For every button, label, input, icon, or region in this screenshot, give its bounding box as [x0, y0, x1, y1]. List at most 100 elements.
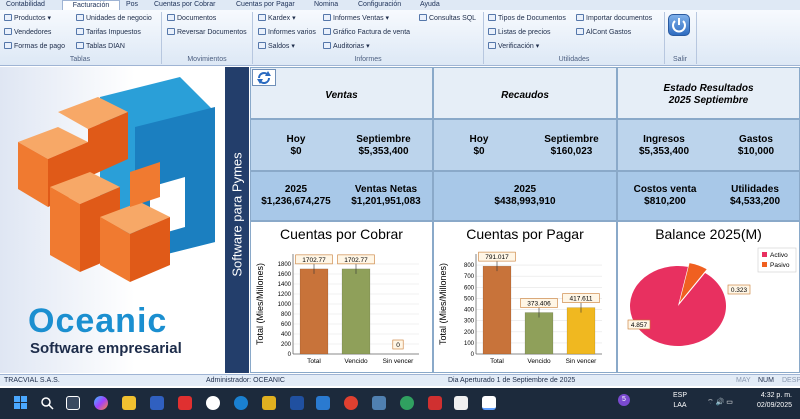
- y-tick-label: 200: [464, 330, 475, 336]
- tab-facturacion[interactable]: Facturación: [62, 0, 120, 10]
- data-label: 1702.77: [344, 257, 368, 264]
- estado-gastos-label: Gastos: [739, 134, 773, 145]
- legend-entry: Pasivo: [770, 262, 790, 269]
- app-yellow-icon[interactable]: [262, 396, 276, 410]
- vendedores-button[interactable]: Vendedores: [4, 28, 51, 38]
- tab-cuentas-por-cobrar[interactable]: Cuentas por Cobrar: [154, 1, 216, 8]
- app-red2-icon[interactable]: [428, 396, 442, 410]
- oceanic-app-icon[interactable]: [482, 396, 496, 410]
- legend-entry: Activo: [770, 252, 788, 259]
- tab-configuracion[interactable]: Configuración: [358, 1, 402, 8]
- documentos-button[interactable]: Documentos: [167, 14, 216, 24]
- data-label-box: [478, 251, 516, 262]
- unidades-negocio-button[interactable]: Unidades de negocio: [76, 14, 152, 24]
- windows-start-icon[interactable]: [14, 396, 28, 410]
- logo-name: Oceanic: [28, 302, 168, 340]
- tipos-documentos-button[interactable]: Tipos de Documentos: [488, 14, 566, 24]
- data-label-box: [562, 293, 600, 303]
- ventas-header-cell: Ventas: [250, 67, 433, 119]
- estado-gastos-value: $10,000: [737, 146, 775, 157]
- verificacion-button[interactable]: Verificación ▾: [488, 42, 539, 52]
- file-explorer-icon[interactable]: [122, 396, 136, 410]
- system-tray-icons[interactable]: ⌔ 🔊 ▭: [707, 399, 733, 406]
- task-view-icon[interactable]: [66, 396, 80, 410]
- app-gray-icon[interactable]: [372, 396, 386, 410]
- informes-varios-button[interactable]: Informes varios: [258, 28, 316, 38]
- oceanic-logo-graphic: [18, 77, 215, 282]
- x-tick-label: Vencido: [527, 358, 551, 365]
- tarifas-impuestos-button[interactable]: Tarifas Impuestos: [76, 28, 141, 38]
- listas-precios-button[interactable]: Listas de precios: [488, 28, 551, 38]
- tab-cuentas-por-pagar[interactable]: Cuentas por Pagar: [236, 1, 295, 8]
- group-separator: [696, 12, 697, 64]
- ventas-hoy-label: Hoy: [286, 134, 306, 145]
- vscode-icon[interactable]: [316, 396, 330, 410]
- store-icon[interactable]: [150, 396, 164, 410]
- lang-primary[interactable]: ESP: [672, 392, 687, 399]
- lang-secondary[interactable]: LAA: [673, 402, 687, 409]
- data-label: 373.406: [527, 301, 551, 308]
- pie-slice: [679, 263, 707, 303]
- formas-pago-button[interactable]: Formas de pago: [4, 42, 65, 52]
- data-label: 791.017: [485, 254, 509, 261]
- clock-time[interactable]: 4:32 p. m.: [760, 392, 792, 399]
- kardex-button[interactable]: Kardex ▾: [258, 14, 296, 24]
- alcont-gastos-button[interactable]: AlCont Gastos: [576, 28, 631, 38]
- data-label-box: [520, 298, 558, 308]
- recaudos-header: Recaudos: [501, 90, 549, 101]
- tab-nomina[interactable]: Nomina: [314, 1, 339, 8]
- chart-icon: [323, 28, 331, 35]
- copilot-icon[interactable]: [94, 396, 108, 410]
- group-separator: [664, 12, 665, 64]
- productos-button[interactable]: Productos ▾: [4, 14, 51, 24]
- chart-balance-svg: 4.857 0.323 Activo Pasivo: [627, 247, 797, 346]
- estado-header-cell: Estado Resultados 2025 Septiembre: [617, 67, 800, 119]
- y-tick-label: 1800: [278, 262, 292, 268]
- vertical-sidebar: Software para Pymes: [225, 67, 249, 373]
- legend-swatch: [762, 252, 767, 257]
- tab-pos[interactable]: Pos: [126, 1, 139, 8]
- chrome-icon[interactable]: [344, 396, 358, 410]
- data-label: 417.611: [569, 296, 592, 303]
- app-white-icon[interactable]: [454, 396, 468, 410]
- ventas-mes-value: $5,353,400: [358, 146, 409, 157]
- chart-title: Cuentas por Pagar: [466, 226, 584, 242]
- document-icon: [167, 28, 175, 35]
- recaudos-mes-value: $160,023: [550, 146, 593, 157]
- saldos-button[interactable]: Saldos ▾: [258, 42, 295, 52]
- printer-icon: [323, 14, 331, 21]
- status-user: Administrador: OCEANIC: [206, 377, 285, 384]
- edge-icon[interactable]: [234, 396, 248, 410]
- app-blue-icon[interactable]: [290, 396, 304, 410]
- consultas-sql-button[interactable]: Consultas SQL: [419, 14, 476, 24]
- app-green-icon[interactable]: [400, 396, 414, 410]
- tablas-dian-button[interactable]: Tablas DIAN: [76, 42, 125, 52]
- search-icon[interactable]: [40, 396, 54, 410]
- grid-icon: [576, 28, 584, 35]
- importar-documentos-button[interactable]: Importar documentos: [576, 14, 652, 24]
- tab-contabilidad[interactable]: Contabilidad: [6, 1, 45, 8]
- grafico-factura-button[interactable]: Gráfico Factura de venta: [323, 28, 410, 38]
- recaudos-mes-label: Septiembre: [544, 134, 599, 145]
- auditorias-button[interactable]: Auditorias ▾: [323, 42, 370, 52]
- group-separator: [252, 12, 253, 64]
- tab-ayuda[interactable]: Ayuda: [420, 1, 440, 8]
- printer-icon: [258, 14, 266, 21]
- recaudos-year-cell: 2025 $438,993,910: [433, 171, 617, 221]
- printer-icon: [258, 28, 266, 35]
- informes-ventas-button[interactable]: Informes Ventas ▾: [323, 14, 389, 24]
- slack-icon[interactable]: [206, 396, 220, 410]
- y-axis-label: Total (Mies/Millones): [438, 263, 448, 345]
- notification-badge[interactable]: 5: [618, 394, 630, 406]
- y-tick-label: 600: [281, 322, 292, 328]
- reversar-documentos-button[interactable]: Reversar Documentos: [167, 28, 247, 38]
- app-red-icon[interactable]: [178, 396, 192, 410]
- estado-costos-value: $810,200: [644, 196, 686, 207]
- refresh-button[interactable]: [252, 69, 276, 86]
- y-tick-label: 700: [464, 274, 475, 280]
- clock-date[interactable]: 02/09/2025: [756, 402, 792, 409]
- power-icon: [672, 18, 686, 33]
- power-button[interactable]: [668, 14, 690, 36]
- estado-utilidades-label: Utilidades: [731, 184, 779, 195]
- grid-icon: [488, 42, 496, 49]
